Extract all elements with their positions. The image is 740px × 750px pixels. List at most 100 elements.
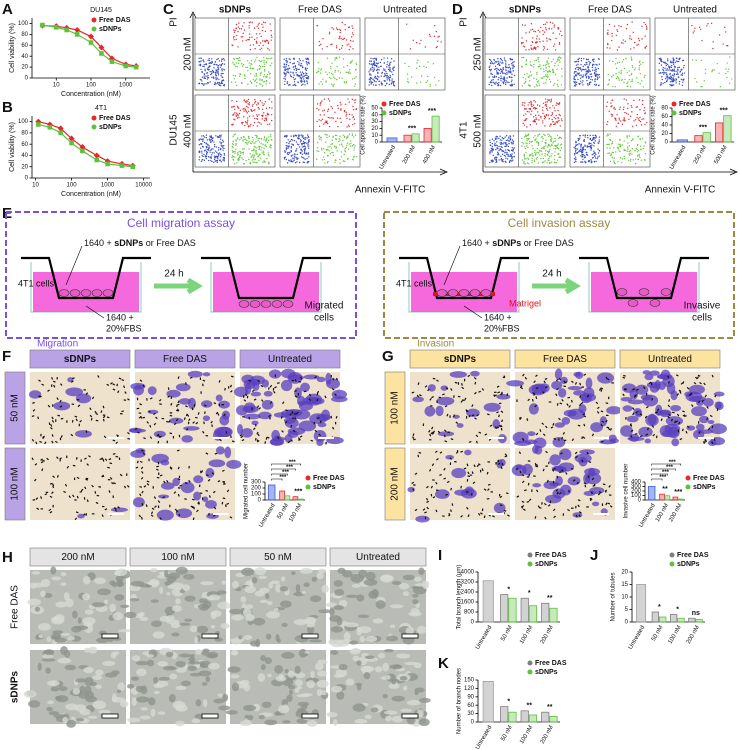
event (368, 63, 371, 65)
pore (583, 373, 587, 376)
event (719, 86, 722, 88)
event (731, 78, 733, 80)
event (505, 145, 507, 148)
event (267, 47, 269, 50)
y-tick-label: 20 (621, 570, 628, 576)
pore (487, 488, 490, 491)
event (338, 37, 340, 40)
stain (193, 475, 204, 484)
event (331, 62, 333, 65)
pore (136, 460, 139, 464)
event (580, 70, 583, 72)
event (608, 143, 610, 146)
event (378, 76, 380, 78)
pore (185, 405, 188, 408)
legend-label: Free DAS (677, 552, 709, 559)
pore (682, 414, 686, 417)
event (268, 123, 271, 125)
event (330, 77, 332, 80)
event (205, 145, 208, 148)
event (606, 135, 608, 137)
column-header: sDNPs (444, 354, 477, 365)
event (590, 73, 593, 75)
event (369, 76, 372, 79)
event (590, 76, 592, 78)
event (304, 137, 306, 139)
pore (497, 391, 500, 394)
y-tick-label: 5 (625, 607, 629, 613)
event (284, 156, 286, 158)
pore (605, 419, 608, 423)
event (292, 71, 294, 74)
event (306, 67, 308, 70)
pore (64, 483, 68, 487)
pore (693, 381, 697, 385)
pore (44, 441, 47, 445)
pore (319, 420, 322, 423)
event (283, 150, 286, 152)
bar (694, 135, 703, 143)
event (507, 81, 509, 83)
pore (175, 418, 179, 422)
event (347, 124, 350, 126)
event (328, 76, 331, 79)
event (388, 78, 391, 81)
event (271, 107, 273, 109)
pore (541, 502, 543, 505)
panel-letter: A (2, 1, 13, 18)
event (630, 74, 633, 76)
event (386, 66, 388, 68)
pore (565, 471, 568, 475)
stain (597, 372, 614, 384)
event (573, 76, 575, 78)
significance: * (658, 604, 661, 611)
pore (149, 424, 152, 428)
event (618, 138, 621, 141)
event (254, 142, 256, 144)
event (691, 59, 694, 61)
event (263, 65, 266, 68)
pore (460, 450, 464, 453)
event (328, 125, 331, 128)
event (205, 134, 208, 136)
time-arrow (532, 277, 581, 295)
column-header: Untreated (648, 354, 692, 365)
event (503, 57, 506, 59)
event (545, 69, 547, 72)
stain (166, 389, 181, 398)
event (529, 140, 531, 142)
event (533, 107, 536, 109)
cell (638, 288, 650, 296)
pore (448, 512, 451, 516)
event (297, 144, 300, 146)
flow-plot (279, 17, 361, 91)
event (349, 118, 351, 120)
event (298, 74, 300, 77)
event (550, 155, 553, 157)
event (532, 104, 535, 106)
event (579, 135, 581, 137)
event (521, 37, 523, 39)
event (345, 71, 347, 74)
event (551, 137, 553, 140)
event (595, 68, 597, 70)
event (490, 68, 493, 71)
pore (590, 497, 593, 501)
pore (544, 377, 548, 381)
event (588, 64, 591, 66)
event (231, 124, 233, 126)
stain (493, 502, 506, 514)
event (336, 78, 338, 81)
event (541, 162, 544, 164)
pore (660, 418, 663, 422)
event (198, 57, 200, 59)
event (573, 85, 576, 87)
y-tick-label: 0 (25, 76, 29, 82)
pore (177, 400, 180, 404)
insert (21, 256, 151, 300)
event (663, 71, 665, 73)
event (198, 150, 201, 152)
event (593, 142, 596, 144)
event (289, 58, 291, 61)
event (500, 155, 502, 157)
